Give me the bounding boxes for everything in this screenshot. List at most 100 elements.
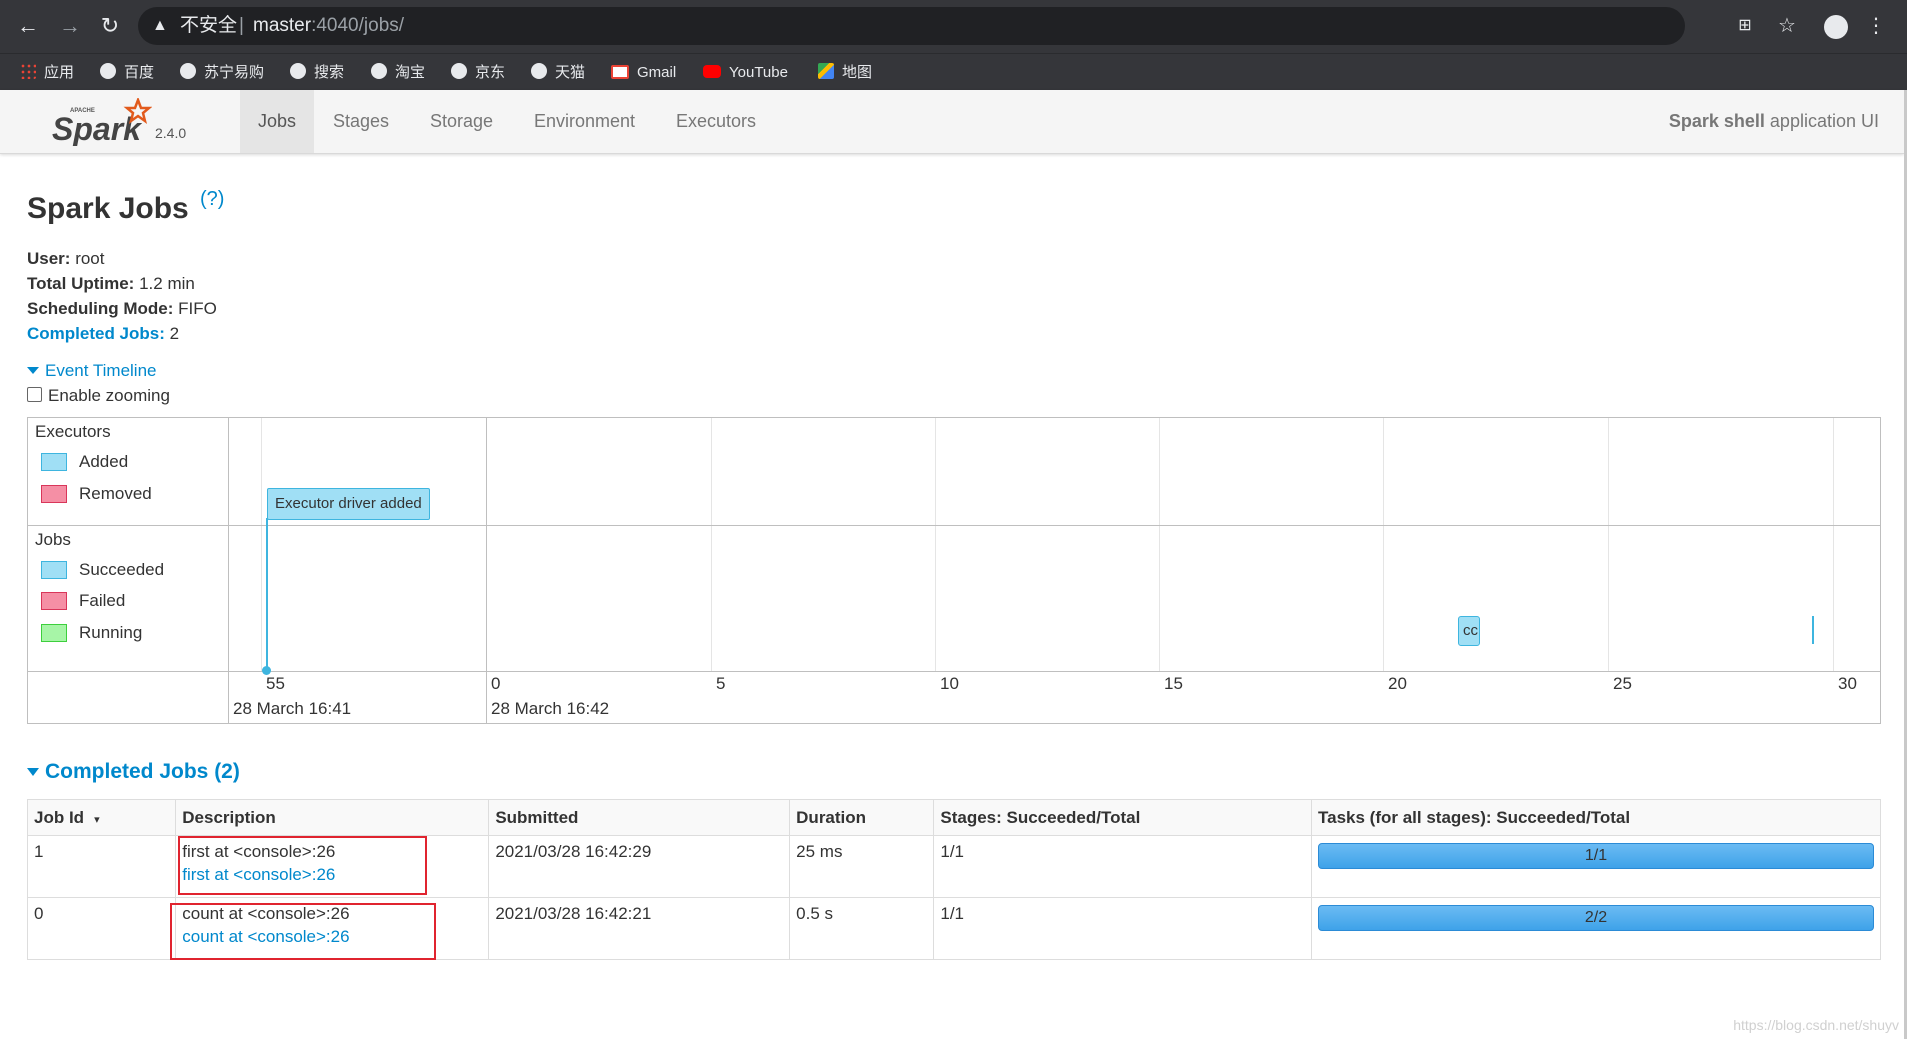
bookmark-label: 淘宝 [395,64,426,81]
sort-desc-icon: ▾ [94,813,100,826]
tasks-cell: 2/2 [1311,897,1881,960]
youtube-icon [703,64,721,78]
task-progress-bar: 2/2 [1318,905,1874,931]
bookmark-gmail[interactable]: Gmail [611,54,676,91]
executor-added-event[interactable]: Executor driver added [267,488,430,520]
task-progress-bar: 1/1 [1318,843,1874,869]
bookmark-jd[interactable]: 京东 [451,54,505,91]
expand-triangle-icon [27,367,39,374]
job-count-bar[interactable]: cc [1458,616,1480,646]
tick-label: 55 [266,674,285,693]
page-title: Spark Jobs [27,192,189,225]
header-submitted[interactable]: Submitted [488,799,791,836]
tab-storage[interactable]: Storage [430,111,494,131]
bookmark-youtube[interactable]: YouTube [703,54,788,91]
job-description-link[interactable]: first at <console>:26 [182,865,336,884]
bookmark-label: 苏宁易购 [204,64,265,81]
legend-removed-label: Removed [79,484,152,503]
completed-info: Completed Jobs: 2 [27,324,179,344]
globe-icon [451,63,467,80]
legend-failed-swatch [41,592,67,610]
help-link[interactable]: (?) [200,188,225,210]
globe-icon [180,63,196,80]
enable-zoom-option[interactable]: Enable zooming [27,386,170,406]
tick-label: 15 [1164,674,1183,693]
forward-icon[interactable]: → [59,13,81,38]
group-divider [28,525,1880,526]
scrollbar[interactable] [1904,90,1907,1039]
reload-icon[interactable]: ↻ [100,13,120,38]
completed-jobs-link[interactable]: Completed Jobs: [27,324,165,343]
user-value: root [70,249,105,268]
progress-text: 1/1 [1584,847,1608,864]
completed-jobs-table: Job Id ▾ Description Submitted Duration S… [26,799,1881,960]
tab-environment[interactable]: Environment [534,111,636,131]
bookmark-apps[interactable]: 应用 [20,54,74,91]
table-row: 1 first at <console>:26 first at <consol… [26,835,1881,898]
uptime-info: Total Uptime: 1.2 min [27,274,195,294]
scheduling-info: Scheduling Mode: FIFO [27,299,217,319]
back-icon[interactable]: ← [17,13,39,38]
header-job-id[interactable]: Job Id ▾ [26,799,177,836]
address-bar[interactable]: ▲ 不安全 | master:4040/jobs/ [138,7,1685,45]
event-timeline-toggle[interactable]: Event Timeline [27,361,157,381]
completed-jobs-toggle[interactable]: Completed Jobs (2) [27,760,240,784]
enable-zoom-checkbox[interactable] [27,387,42,403]
menu-icon[interactable]: ⋮ [1866,15,1886,37]
job-id-cell: 0 [26,897,177,960]
header-stages[interactable]: Stages: Succeeded/Total [933,799,1312,836]
enable-zoom-label: Enable zooming [48,386,170,405]
bookmark-baidu[interactable]: 百度 [100,54,154,91]
url-host: master [253,15,312,36]
apps-icon [20,63,36,80]
tab-stages[interactable]: Stages [333,111,390,131]
gmail-icon [611,65,629,80]
star-icon[interactable]: ☆ [1778,15,1796,37]
axis-divider [28,671,1880,672]
address-separator: | [239,15,244,36]
bookmark-label: Gmail [637,64,677,81]
bookmark-taobao[interactable]: 淘宝 [371,54,425,91]
completed-jobs-title: Completed Jobs (2) [45,760,240,783]
translate-icon[interactable]: ⊞ [1738,17,1752,34]
legend-running-label: Running [79,623,143,642]
header-job-id-label: Job Id [34,807,85,827]
url-text: master:4040/jobs/ [253,7,404,45]
spark-logo[interactable]: APACHE Spark [52,98,152,146]
event-timeline[interactable]: Executors Added Removed Jobs Succeeded F… [27,417,1881,724]
grid-line [261,418,262,671]
bookmark-label: 百度 [124,64,155,81]
user-info: User: root [27,249,105,269]
header-tasks[interactable]: Tasks (for all stages): Succeeded/Total [1311,799,1881,836]
app-title-bold: Spark shell [1668,111,1765,131]
header-description[interactable]: Description [175,799,490,836]
legend-added-swatch [41,453,67,471]
job-first-bar[interactable] [1812,616,1814,644]
date-label: 28 March 16:41 [233,699,352,718]
header-duration[interactable]: Duration [789,799,935,836]
tick-label: 10 [940,674,959,693]
user-label: User: [27,249,71,268]
legend-running-swatch [41,624,67,642]
watermark: https://blog.csdn.net/shuyv [1733,1017,1899,1033]
insecure-label: 不安全 [180,15,238,36]
date-label: 28 March 16:42 [491,699,610,718]
globe-icon [531,63,547,80]
profile-icon[interactable] [1822,12,1850,40]
bookmark-tmall[interactable]: 天猫 [531,54,585,91]
bookmark-maps[interactable]: 地图 [818,54,872,91]
annotation-highlight [178,836,427,895]
tab-executors[interactable]: Executors [676,111,757,131]
bookmark-search[interactable]: 搜索 [290,54,344,91]
app-title-rest: application UI [1764,111,1879,131]
bookmark-label: 应用 [44,64,75,81]
url-path: :4040/jobs/ [311,15,405,36]
event-timeline-label: Event Timeline [45,361,157,380]
jobs-group-label: Jobs [35,530,71,549]
grid-line [935,418,936,671]
tab-jobs[interactable]: Jobs [240,90,315,153]
job-description-link[interactable]: count at <console>:26 [182,927,350,946]
bookmark-suning[interactable]: 苏宁易购 [180,54,264,91]
executor-event-dot [262,666,271,675]
legend-failed-label: Failed [79,591,126,610]
